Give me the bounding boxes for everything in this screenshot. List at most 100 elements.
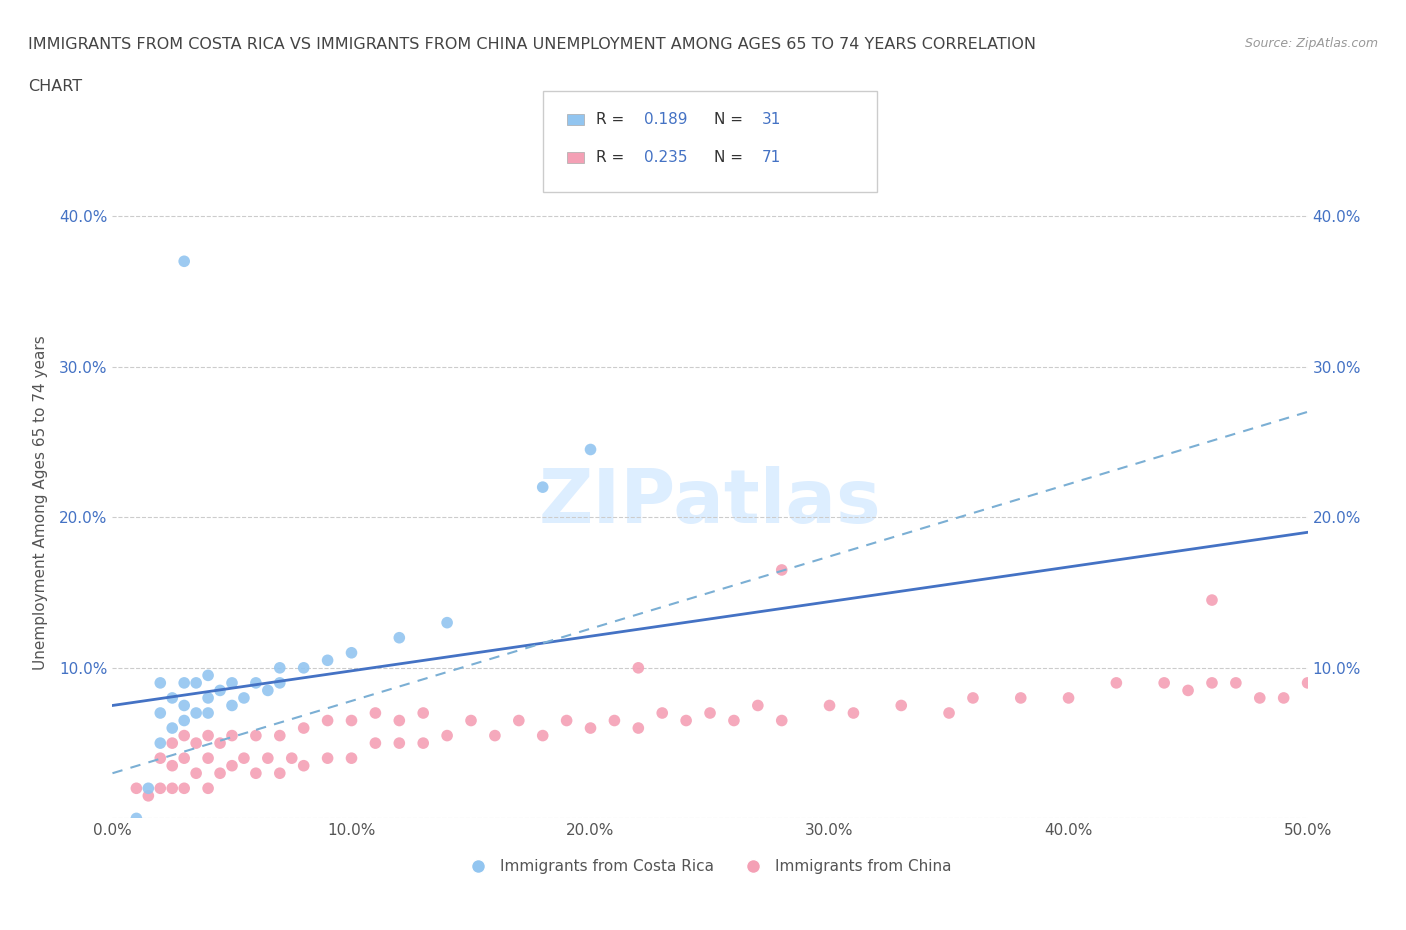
Point xyxy=(138,789,160,804)
Point xyxy=(173,698,195,713)
Point xyxy=(508,713,530,728)
Point xyxy=(292,721,315,736)
Point xyxy=(173,751,195,765)
Point xyxy=(149,675,172,690)
Point xyxy=(149,736,172,751)
Point xyxy=(436,728,458,743)
Point xyxy=(770,713,793,728)
Point xyxy=(149,751,172,765)
Point xyxy=(233,690,256,705)
Point xyxy=(1249,690,1271,705)
Text: R =: R = xyxy=(596,150,630,165)
Point xyxy=(125,811,148,826)
Point xyxy=(1010,690,1032,705)
Point xyxy=(149,781,172,796)
Text: IMMIGRANTS FROM COSTA RICA VS IMMIGRANTS FROM CHINA UNEMPLOYMENT AMONG AGES 65 T: IMMIGRANTS FROM COSTA RICA VS IMMIGRANTS… xyxy=(28,37,1036,52)
Point xyxy=(197,751,219,765)
Point xyxy=(436,616,458,631)
Point xyxy=(197,668,219,683)
FancyBboxPatch shape xyxy=(543,91,877,193)
Text: 0.189: 0.189 xyxy=(644,113,688,127)
Text: ZIPatlas: ZIPatlas xyxy=(538,466,882,538)
Point xyxy=(412,706,434,721)
Point xyxy=(316,713,339,728)
Point xyxy=(197,781,219,796)
Point xyxy=(173,675,195,690)
Point xyxy=(1201,592,1223,607)
Point xyxy=(269,675,291,690)
Point xyxy=(209,765,232,780)
Point xyxy=(149,706,172,721)
Point xyxy=(818,698,841,713)
Point xyxy=(173,781,195,796)
Point xyxy=(770,563,793,578)
Point xyxy=(233,751,256,765)
Point xyxy=(579,721,602,736)
Point xyxy=(162,690,183,705)
Point xyxy=(699,706,721,721)
Text: R =: R = xyxy=(596,113,630,127)
Text: N =: N = xyxy=(714,113,748,127)
Point xyxy=(221,698,243,713)
Text: Source: ZipAtlas.com: Source: ZipAtlas.com xyxy=(1244,37,1378,50)
Text: 0.235: 0.235 xyxy=(644,150,688,165)
Text: 71: 71 xyxy=(762,150,780,165)
Y-axis label: Unemployment Among Ages 65 to 74 years: Unemployment Among Ages 65 to 74 years xyxy=(32,335,48,670)
Point xyxy=(1057,690,1080,705)
Point xyxy=(651,706,673,721)
Point xyxy=(186,765,208,780)
Point xyxy=(269,728,291,743)
Point xyxy=(281,751,304,765)
Point xyxy=(162,781,183,796)
Point xyxy=(257,683,280,698)
Point xyxy=(1225,675,1247,690)
Point xyxy=(257,751,280,765)
Point xyxy=(340,713,363,728)
Point xyxy=(186,736,208,751)
Point xyxy=(627,660,650,675)
Point xyxy=(186,706,208,721)
Point xyxy=(388,713,411,728)
Point xyxy=(138,781,160,796)
Point xyxy=(245,765,267,780)
Point xyxy=(221,728,243,743)
Point xyxy=(579,442,602,457)
Point xyxy=(245,675,267,690)
Point xyxy=(388,631,411,645)
Point xyxy=(340,751,363,765)
Point xyxy=(1177,683,1199,698)
Point xyxy=(1296,675,1319,690)
Point xyxy=(531,728,554,743)
Point xyxy=(484,728,506,743)
Point xyxy=(209,683,232,698)
Point xyxy=(388,736,411,751)
Point xyxy=(364,706,387,721)
FancyBboxPatch shape xyxy=(567,113,583,126)
Point xyxy=(603,713,626,728)
Point xyxy=(316,751,339,765)
Point xyxy=(292,660,315,675)
Point xyxy=(747,698,769,713)
Point xyxy=(197,706,219,721)
Point xyxy=(162,736,183,751)
Text: CHART: CHART xyxy=(28,79,82,94)
Point xyxy=(364,736,387,751)
Point xyxy=(1272,690,1295,705)
Point xyxy=(245,728,267,743)
Point xyxy=(842,706,865,721)
Point xyxy=(962,690,984,705)
Point xyxy=(531,480,554,495)
Point xyxy=(173,713,195,728)
Point xyxy=(675,713,697,728)
Point xyxy=(173,254,195,269)
Point xyxy=(723,713,745,728)
Point xyxy=(412,736,434,751)
Point xyxy=(209,736,232,751)
Point xyxy=(186,675,208,690)
Legend: Immigrants from Costa Rica, Immigrants from China: Immigrants from Costa Rica, Immigrants f… xyxy=(463,853,957,881)
Point xyxy=(197,728,219,743)
Point xyxy=(269,765,291,780)
Point xyxy=(197,690,219,705)
Text: 31: 31 xyxy=(762,113,780,127)
Point xyxy=(173,728,195,743)
